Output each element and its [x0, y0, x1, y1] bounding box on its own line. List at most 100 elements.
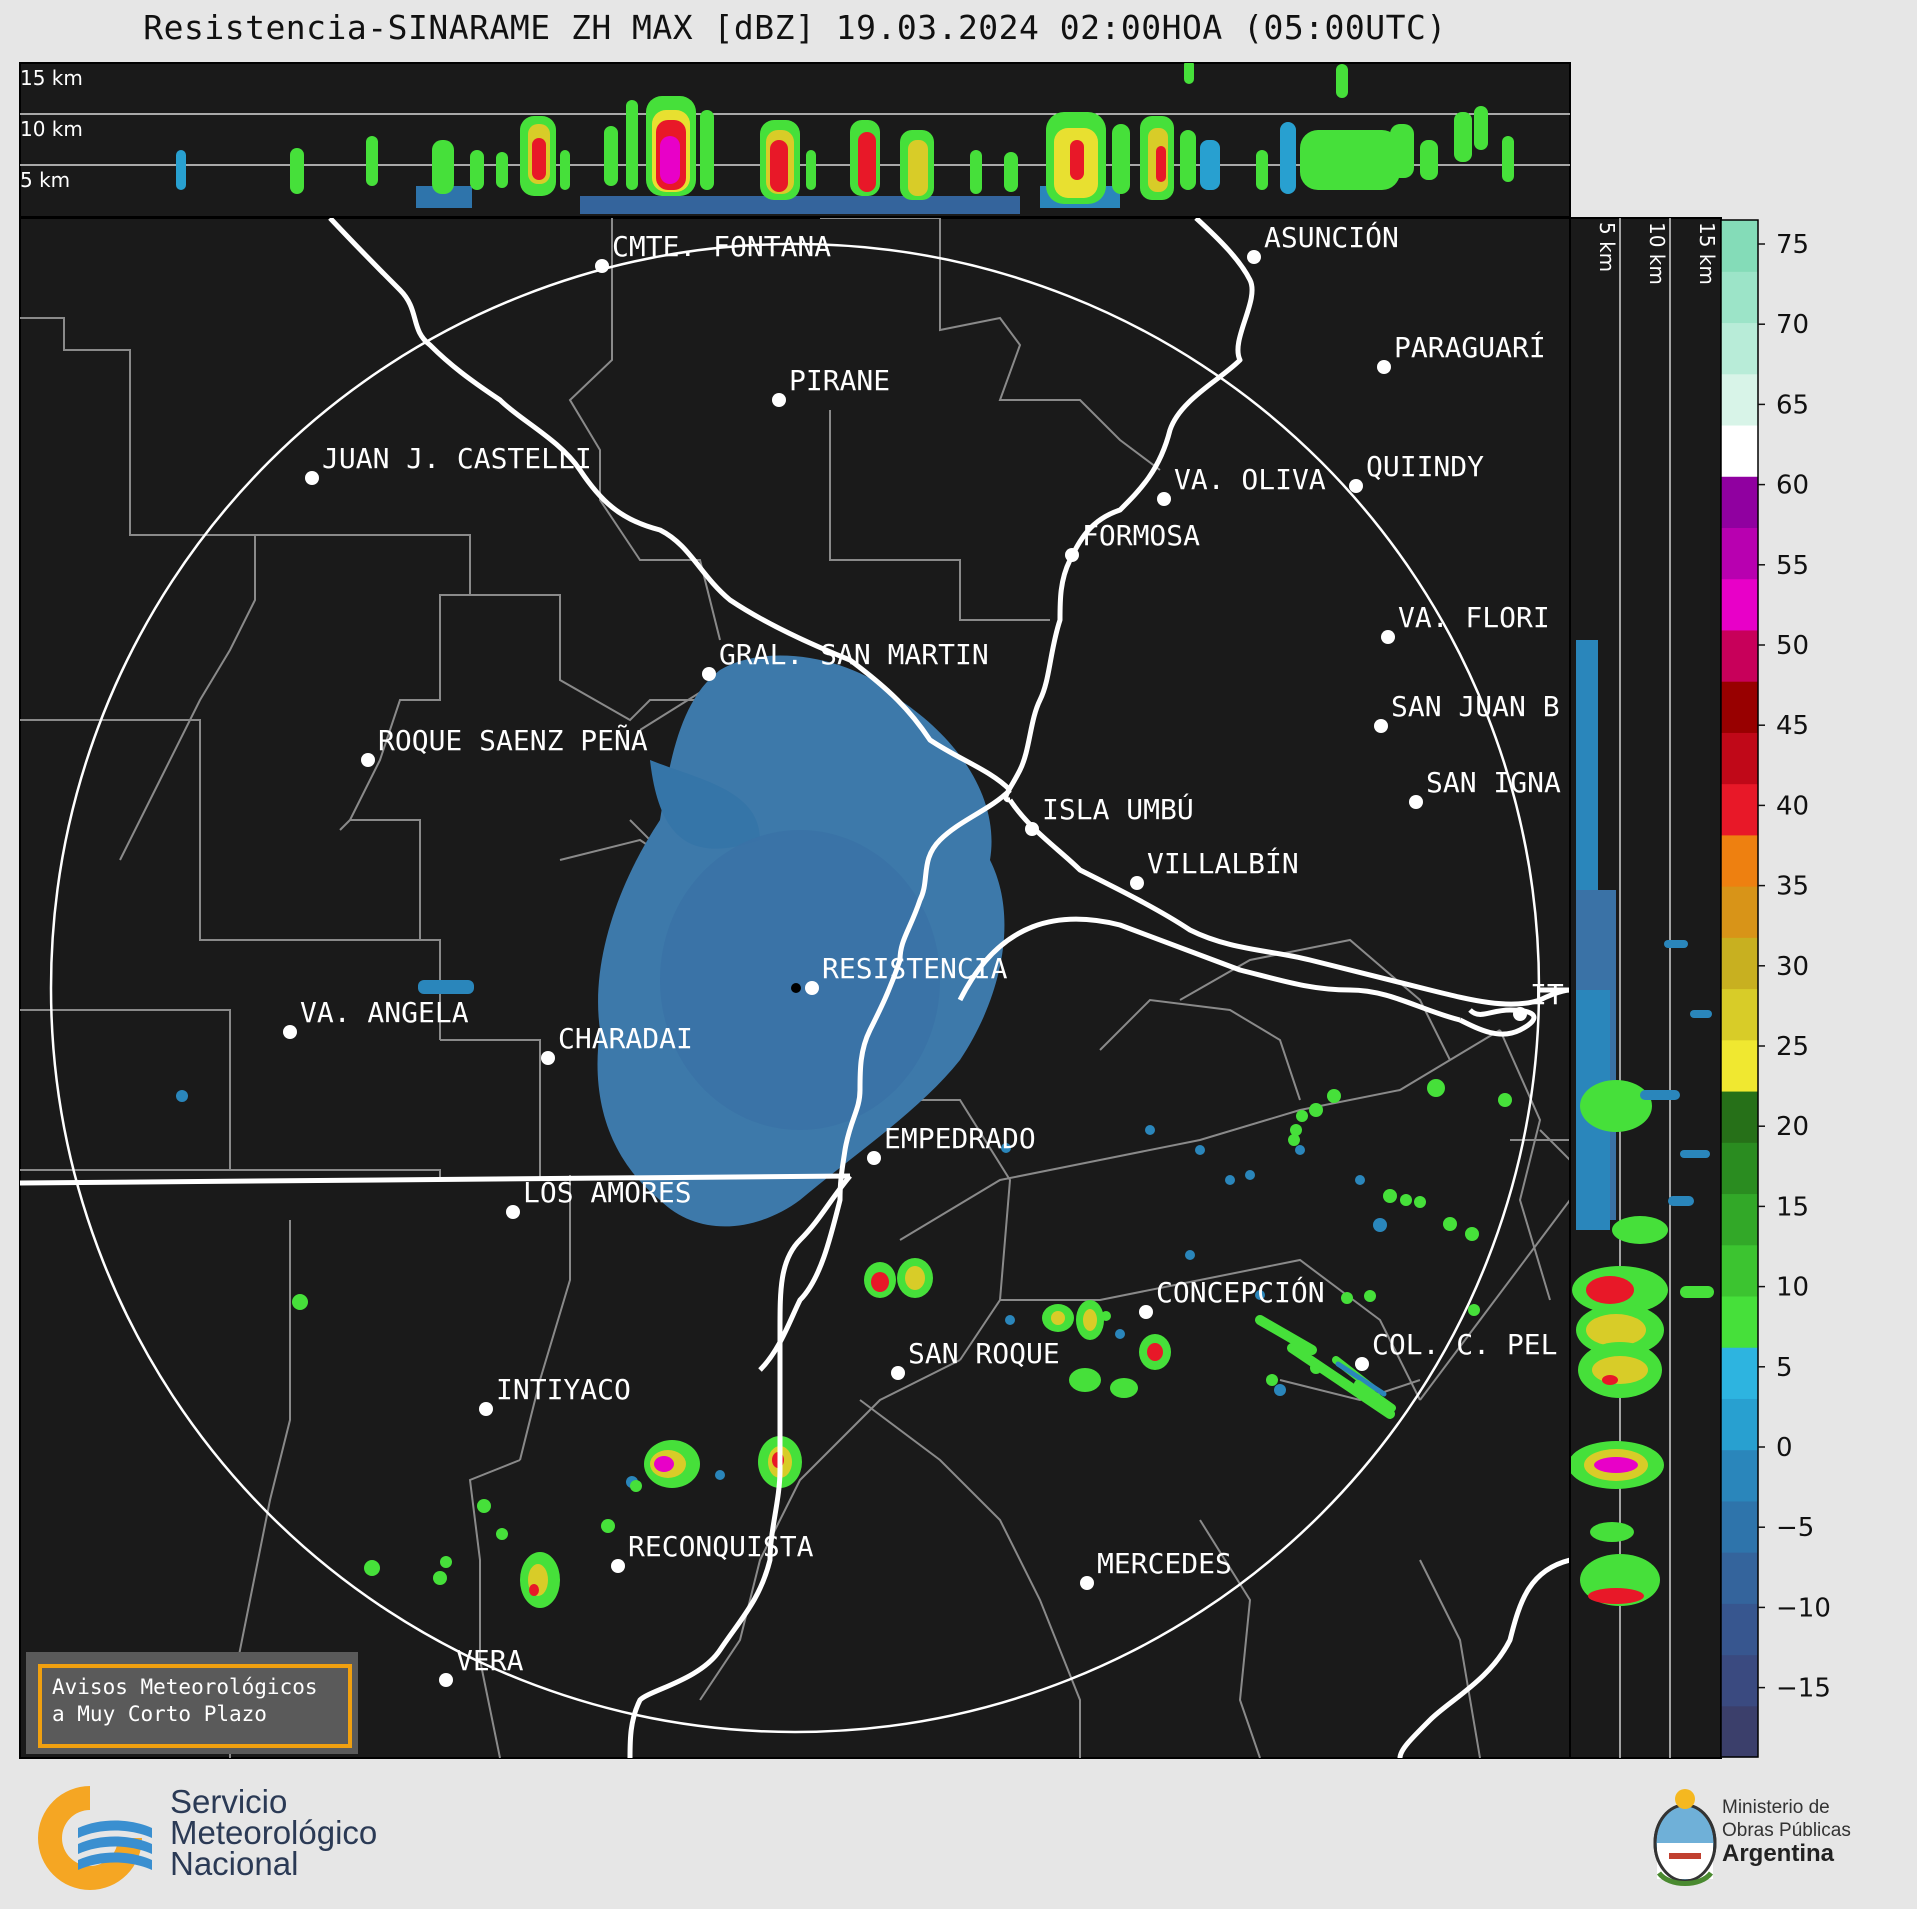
- color-scale-swatch: [1721, 1347, 1758, 1399]
- city-marker: QUIINDY: [1349, 450, 1484, 493]
- city-marker: IT: [1513, 978, 1564, 1021]
- color-scale-swatch: [1721, 988, 1758, 1041]
- color-scale-swatch: [1721, 1295, 1758, 1348]
- city-dot: [1355, 1357, 1369, 1371]
- city-dot: [595, 259, 609, 273]
- city-marker: SAN IGNA: [1409, 766, 1561, 809]
- color-scale-swatches: [1721, 220, 1758, 1758]
- city-dot: [772, 393, 786, 407]
- coat-of-arms-icon: [1653, 1789, 1717, 1886]
- city-label: IT: [1530, 978, 1564, 1011]
- city-dot: [867, 1151, 881, 1165]
- city-marker: SAN ROQUE: [891, 1337, 1060, 1380]
- color-scale-tick-label: −5: [1776, 1513, 1814, 1543]
- city-dot: [1139, 1305, 1153, 1319]
- color-scale-tick-label: 55: [1776, 551, 1809, 581]
- city-dot: [805, 981, 819, 995]
- color-scale-swatch: [1721, 1449, 1758, 1502]
- city-dot: [361, 753, 375, 767]
- ministerio-text: Ministerio de Obras Públicas Argentina: [1722, 1796, 1851, 1867]
- city-label: ISLA UMBÚ: [1042, 792, 1194, 826]
- city-dot: [1130, 876, 1144, 890]
- city-label: CHARADAI: [558, 1022, 693, 1055]
- ministerio-logo: [1653, 1789, 1717, 1886]
- city-label: JUAN J. CASTELLI: [322, 442, 592, 475]
- city-marker: JUAN J. CASTELLI: [305, 442, 592, 485]
- city-dot: [1381, 630, 1395, 644]
- city-label: RESISTENCIA: [822, 952, 1008, 985]
- notice-line-2: a Muy Corto Plazo: [52, 1702, 267, 1726]
- color-scale-swatch: [1721, 1090, 1758, 1143]
- color-scale-swatch: [1721, 1193, 1758, 1246]
- color-scale-tick-label: 10: [1776, 1273, 1809, 1303]
- color-scale-tick-label: 35: [1776, 872, 1809, 902]
- side-alt-label-5km: 5 km: [1595, 222, 1619, 272]
- color-scale-tick-label: 20: [1776, 1112, 1809, 1142]
- color-scale-tick-label: 30: [1776, 952, 1809, 982]
- city-label: MERCEDES: [1097, 1547, 1232, 1580]
- city-marker: CHARADAI: [541, 1022, 693, 1065]
- city-dot: [1377, 360, 1391, 374]
- city-marker: RECONQUISTA: [611, 1530, 814, 1573]
- ministerio-line-2: Obras Públicas: [1722, 1820, 1851, 1841]
- notice-box[interactable]: Avisos Meteorológicos a Muy Corto Plazo: [26, 1652, 358, 1754]
- radar-site-marker: [791, 983, 801, 993]
- city-dot: [891, 1366, 905, 1380]
- borders-and-rivers: [20, 218, 1570, 1758]
- city-marker: EMPEDRADO: [867, 1122, 1036, 1165]
- city-label: SAN ROQUE: [908, 1337, 1060, 1370]
- color-scale-tick-label: 0: [1776, 1433, 1793, 1463]
- map-title: Resistencia-SINARAME ZH MAX [dBZ] 19.03.…: [143, 8, 1447, 47]
- smn-logo-text: Servicio Meteorológico Nacional: [170, 1785, 377, 1882]
- top-cross-section-panel: 15 km 10 km 5 km: [19, 62, 1571, 218]
- city-marker: INTIYACO: [479, 1373, 631, 1416]
- color-scale-tick-label: −15: [1776, 1674, 1831, 1704]
- color-scale-swatch: [1721, 886, 1758, 938]
- color-scale-swatch: [1721, 937, 1758, 990]
- city-label: VA. ANGELA: [300, 996, 469, 1029]
- notice-line-1: Avisos Meteorológicos: [52, 1675, 318, 1699]
- ministerio-line-3: Argentina: [1722, 1840, 1835, 1867]
- side-echo-profile: [1571, 640, 1714, 1606]
- city-marker: VA. OLIVA: [1157, 463, 1326, 506]
- notice-inner-frame: Avisos Meteorológicos a Muy Corto Plazo: [38, 1664, 352, 1748]
- color-scale-swatch: [1721, 1142, 1758, 1195]
- side-alt-label-10km: 10 km: [1645, 222, 1669, 285]
- city-dot: [1409, 795, 1423, 809]
- color-scale-swatch: [1721, 322, 1758, 375]
- city-dot: [702, 667, 716, 681]
- city-marker: GRAL. SAN MARTIN: [702, 638, 989, 681]
- city-dot: [439, 1673, 453, 1687]
- city-labels-layer: CMTE. FONTANA ASUNCIÓN PARAGUARÍ PIRANE JUAN…: [283, 220, 1564, 1687]
- city-marker: LOS AMORES: [506, 1176, 692, 1219]
- city-dot: [1349, 479, 1363, 493]
- city-dot: [1080, 1576, 1094, 1590]
- city-marker: RESISTENCIA: [805, 952, 1008, 995]
- color-scale-swatch: [1721, 783, 1758, 836]
- color-scale-tick-label: 5: [1776, 1353, 1793, 1383]
- color-scale-tick-label: 50: [1776, 631, 1809, 661]
- city-dot: [1157, 492, 1171, 506]
- city-dot: [1065, 548, 1079, 562]
- city-label: ROQUE SAENZ PEÑA: [378, 723, 648, 757]
- city-dot: [479, 1402, 493, 1416]
- city-marker: MERCEDES: [1080, 1547, 1232, 1590]
- smn-logo: [38, 1786, 152, 1890]
- city-dot: [283, 1025, 297, 1039]
- city-label: VA. FLORI: [1398, 601, 1550, 634]
- color-scale-swatch: [1721, 1500, 1758, 1553]
- city-marker: SAN JUAN B: [1374, 690, 1560, 733]
- color-scale-swatch: [1721, 1039, 1758, 1092]
- city-dot: [541, 1051, 555, 1065]
- city-dot: [305, 471, 319, 485]
- city-label: VILLALBÍN: [1147, 846, 1299, 880]
- color-scale-swatch: [1721, 578, 1758, 631]
- city-marker: FORMOSA: [1065, 519, 1200, 562]
- radar-map-panel: CMTE. FONTANA ASUNCIÓN PARAGUARÍ PIRANE JUAN…: [19, 217, 1571, 1759]
- city-label: CMTE. FONTANA: [612, 230, 831, 263]
- color-scale-swatch: [1721, 1398, 1758, 1451]
- color-scale-swatch: [1721, 373, 1758, 426]
- city-dot: [1513, 1007, 1527, 1021]
- smn-line-3: Nacional: [170, 1845, 299, 1882]
